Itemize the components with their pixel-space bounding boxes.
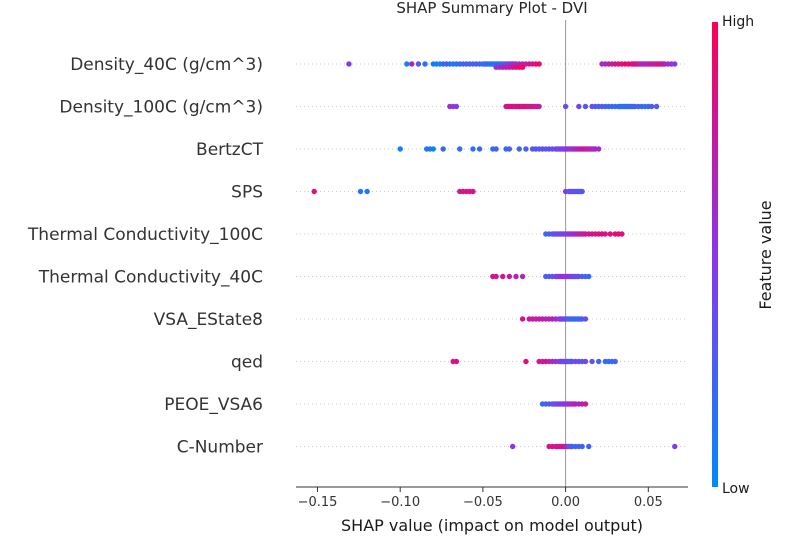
feature-labels: Density_40C (g/cm^3) Density_100C (g/cm^3…: [27, 55, 264, 458]
colorbar: [712, 22, 718, 487]
shap-point: [357, 188, 364, 195]
shap-point: [440, 146, 446, 152]
shap-point: [415, 61, 422, 67]
shap-point: [500, 273, 506, 280]
shap-point: [672, 443, 678, 450]
feature-label: Thermal Conductivity_100C: [27, 225, 263, 245]
shap-point: [516, 146, 522, 152]
shap-point: [311, 188, 317, 195]
shap-point: [562, 103, 569, 110]
shap-point: [619, 231, 625, 237]
shap-point: [653, 103, 660, 110]
x-tick-label: −0.15: [298, 495, 338, 510]
shap-point: [523, 146, 529, 152]
shap-point: [493, 273, 499, 280]
shap-point: [536, 103, 542, 110]
shap-point: [470, 146, 476, 152]
feature-label: qed: [231, 353, 263, 373]
shap-point: [582, 316, 589, 322]
shap-point: [519, 316, 526, 322]
shap-point: [513, 273, 519, 280]
shap-point: [409, 61, 415, 67]
shap-point: [404, 61, 410, 67]
shap-point: [576, 103, 582, 110]
colorbar-low-label: Low: [722, 481, 750, 497]
x-tick-label: −0.10: [380, 495, 420, 510]
shap-point: [582, 358, 589, 365]
shap-point: [602, 231, 608, 237]
shap-point: [612, 358, 618, 365]
shap-point: [595, 146, 602, 152]
x-axis-ticks: −0.15 −0.10 −0.05 0.00 0.05: [298, 487, 663, 510]
shap-point: [582, 103, 589, 110]
shap-point: [586, 443, 592, 450]
shap-point: [346, 61, 352, 67]
feature-label: VSA_EState8: [154, 310, 263, 330]
x-tick-label: 0.00: [551, 495, 580, 510]
shap-point: [536, 61, 542, 67]
shap-point: [509, 443, 516, 450]
feature-label: Density_100C (g/cm^3): [59, 98, 263, 118]
shap-point: [493, 146, 499, 152]
shap-point: [457, 146, 463, 152]
shap-point: [607, 231, 613, 237]
x-tick-label: 0.05: [634, 495, 663, 510]
chart-title: SHAP Summary Plot - DVI: [396, 0, 587, 17]
shap-point: [397, 146, 403, 152]
shap-points: [311, 61, 678, 450]
shap-point: [430, 146, 436, 152]
feature-guide-lines: [296, 63, 688, 447]
shap-point: [582, 401, 589, 407]
shap-point: [422, 61, 428, 67]
shap-point: [589, 358, 595, 365]
shap-point: [453, 103, 460, 110]
feature-label: C-Number: [177, 438, 263, 458]
feature-label: Thermal Conductivity_40C: [38, 268, 263, 288]
x-tick-label: −0.05: [463, 495, 503, 510]
colorbar-title: Feature value: [756, 200, 775, 309]
feature-label: SPS: [231, 183, 263, 203]
shap-point: [470, 188, 476, 195]
shap-point: [648, 103, 655, 110]
shap-point: [453, 358, 460, 365]
shap-point: [595, 358, 602, 365]
shap-point: [586, 273, 592, 280]
shap-point: [506, 146, 513, 152]
feature-label: Density_40C (g/cm^3): [70, 55, 263, 75]
shap-point: [672, 61, 678, 67]
colorbar-high-label: High: [722, 14, 754, 30]
shap-point: [579, 443, 585, 450]
shap-point: [579, 188, 585, 195]
shap-point: [364, 188, 370, 195]
shap-point: [476, 146, 483, 152]
shap-point: [523, 358, 529, 365]
feature-label: PEOE_VSA6: [164, 395, 263, 415]
x-axis-label: SHAP value (impact on model output): [341, 516, 643, 535]
shap-point: [506, 273, 513, 280]
shap-point: [519, 273, 526, 280]
shap-point: [519, 64, 526, 70]
feature-label: BertzCT: [196, 140, 264, 160]
